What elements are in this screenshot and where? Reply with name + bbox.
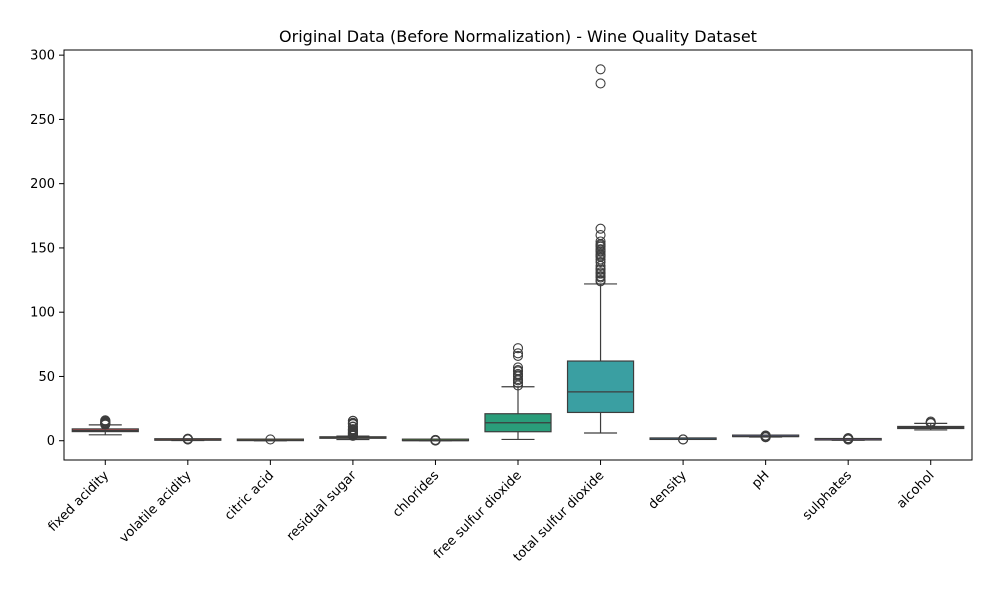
box-citric-acid <box>236 434 304 445</box>
x-tick-label: chlorides <box>390 468 442 520</box>
y-tick-label: 0 <box>47 434 55 449</box>
x-tick-label: pH <box>749 468 772 491</box>
outlier-point <box>595 244 606 255</box>
x-tick-label: volatile acidity <box>117 468 195 546</box>
box-alcohol <box>897 416 965 431</box>
outlier-point <box>595 78 606 89</box>
outlier-point <box>595 223 606 234</box>
y-tick-label: 250 <box>30 113 55 128</box>
outlier-point <box>182 433 193 444</box>
x-axis: fixed acidity volatile acidity citric acid… <box>45 460 938 565</box>
outlier-point <box>512 362 524 373</box>
x-tick-label: alcohol <box>894 468 937 511</box>
x-tick-label: residual sugar <box>284 468 360 544</box>
outlier-point <box>595 267 606 278</box>
outlier-point <box>265 434 276 445</box>
outlier-point <box>843 433 854 444</box>
y-tick-label: 200 <box>30 177 55 192</box>
outlier-point <box>512 364 524 376</box>
box-pH <box>732 430 800 443</box>
outlier-point <box>678 434 689 445</box>
axes-frame <box>63 49 973 461</box>
box-residual-sugar <box>319 415 387 441</box>
outlier-point <box>512 348 524 359</box>
y-tick-label: 150 <box>30 241 55 256</box>
outlier-point <box>595 64 606 75</box>
outlier-point <box>512 343 524 354</box>
outlier-point <box>595 230 606 241</box>
y-tick-label: 100 <box>30 306 55 321</box>
outlier-point <box>595 271 606 282</box>
outlier-point <box>925 416 936 427</box>
outlier-point <box>347 421 358 432</box>
y-tick-label: 50 <box>38 370 55 385</box>
x-tick-label: free sulfur dioxide <box>431 468 525 562</box>
outlier-point <box>595 275 606 286</box>
outlier-point <box>595 257 606 268</box>
box-fixed-acidity <box>71 415 139 436</box>
box-free-sulfur-dioxide <box>484 343 552 441</box>
outlier-point <box>760 430 771 441</box>
box-total-sulfur-dioxide <box>566 64 635 434</box>
box-volatile-acidity <box>154 433 222 445</box>
x-tick-label: total sulfur dioxide <box>511 468 608 565</box>
y-tick-label: 300 <box>30 49 55 64</box>
chart-title: Original Data (Before Normalization) - W… <box>279 27 757 46</box>
outlier-point <box>595 236 606 247</box>
box-chlorides <box>401 434 470 446</box>
box-sulphates <box>814 433 882 445</box>
x-tick-label: density <box>646 468 691 513</box>
x-tick-label: fixed acidity <box>45 468 112 535</box>
outlier-point <box>512 368 524 379</box>
outlier-point <box>100 415 111 426</box>
y-axis: 0 50 100 150 200 250 300 <box>30 49 64 449</box>
box-body <box>566 360 635 414</box>
x-tick-label: citric acid <box>222 468 277 523</box>
outlier-point <box>512 350 524 361</box>
outlier-point <box>430 434 441 445</box>
x-tick-label: sulphates <box>800 468 855 523</box>
box-density <box>649 434 717 445</box>
outlier-point <box>347 415 358 426</box>
plot-area <box>71 64 965 446</box>
